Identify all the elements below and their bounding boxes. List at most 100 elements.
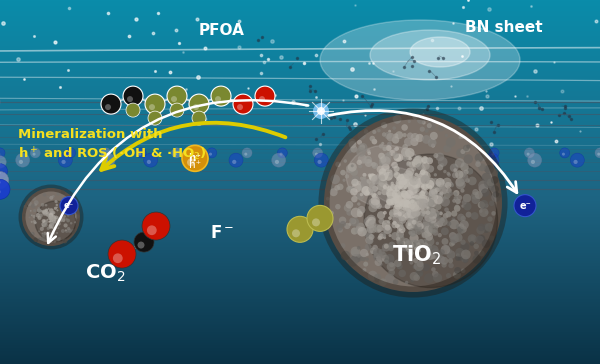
Circle shape xyxy=(403,197,413,206)
Circle shape xyxy=(65,230,68,233)
Circle shape xyxy=(460,134,465,139)
Circle shape xyxy=(483,225,488,230)
Circle shape xyxy=(457,195,462,201)
Circle shape xyxy=(341,251,350,260)
Circle shape xyxy=(422,239,427,244)
Circle shape xyxy=(49,218,52,221)
Circle shape xyxy=(31,203,35,208)
Circle shape xyxy=(41,210,43,213)
Circle shape xyxy=(397,225,403,231)
Circle shape xyxy=(461,250,471,260)
Circle shape xyxy=(410,206,417,212)
Circle shape xyxy=(415,228,422,235)
Circle shape xyxy=(422,196,430,203)
Circle shape xyxy=(393,208,398,213)
Ellipse shape xyxy=(370,30,490,80)
Circle shape xyxy=(384,258,389,263)
Circle shape xyxy=(421,153,424,156)
Circle shape xyxy=(415,173,418,177)
Circle shape xyxy=(408,250,414,256)
Circle shape xyxy=(362,158,367,163)
Circle shape xyxy=(41,233,46,237)
Circle shape xyxy=(34,200,38,205)
Circle shape xyxy=(481,185,488,191)
Circle shape xyxy=(398,180,408,190)
Circle shape xyxy=(449,232,457,240)
Circle shape xyxy=(443,170,446,173)
Circle shape xyxy=(396,195,402,202)
Circle shape xyxy=(382,220,391,229)
Circle shape xyxy=(137,242,145,249)
Circle shape xyxy=(449,234,459,244)
Circle shape xyxy=(442,238,448,245)
Circle shape xyxy=(56,192,60,195)
Circle shape xyxy=(415,155,422,163)
Circle shape xyxy=(431,143,435,148)
Circle shape xyxy=(395,200,402,207)
Circle shape xyxy=(55,200,58,203)
Circle shape xyxy=(414,245,418,249)
Circle shape xyxy=(335,162,341,167)
Circle shape xyxy=(383,183,389,190)
Circle shape xyxy=(383,234,386,237)
Circle shape xyxy=(475,191,482,199)
Circle shape xyxy=(346,145,354,153)
Circle shape xyxy=(404,199,413,209)
Circle shape xyxy=(404,240,414,250)
Circle shape xyxy=(403,160,407,164)
Circle shape xyxy=(493,191,499,197)
Circle shape xyxy=(397,177,400,180)
Circle shape xyxy=(409,261,413,265)
Circle shape xyxy=(368,185,377,193)
Circle shape xyxy=(455,158,464,168)
Circle shape xyxy=(371,162,376,167)
Circle shape xyxy=(54,241,56,244)
Circle shape xyxy=(356,160,362,165)
Circle shape xyxy=(418,239,424,245)
Circle shape xyxy=(42,210,47,214)
Circle shape xyxy=(489,201,494,206)
Circle shape xyxy=(395,131,403,139)
Circle shape xyxy=(474,251,479,256)
Circle shape xyxy=(329,188,338,196)
Circle shape xyxy=(43,210,47,215)
Circle shape xyxy=(403,175,409,182)
Circle shape xyxy=(453,271,461,279)
Circle shape xyxy=(439,249,445,255)
Circle shape xyxy=(58,222,61,226)
Circle shape xyxy=(425,237,434,246)
Circle shape xyxy=(50,217,53,220)
Circle shape xyxy=(275,160,279,164)
Circle shape xyxy=(394,260,401,267)
Circle shape xyxy=(349,218,355,223)
Circle shape xyxy=(145,94,165,114)
Circle shape xyxy=(33,220,36,223)
Circle shape xyxy=(431,248,439,256)
Circle shape xyxy=(415,240,420,245)
Circle shape xyxy=(463,257,469,263)
Circle shape xyxy=(464,146,470,152)
Circle shape xyxy=(452,199,456,203)
Circle shape xyxy=(407,132,413,139)
Circle shape xyxy=(61,206,64,209)
Circle shape xyxy=(386,189,395,197)
Circle shape xyxy=(436,153,444,161)
Circle shape xyxy=(475,162,481,167)
Circle shape xyxy=(428,211,437,220)
Circle shape xyxy=(327,185,334,191)
Text: F$^-$: F$^-$ xyxy=(210,224,234,242)
Circle shape xyxy=(373,224,382,233)
Circle shape xyxy=(62,203,67,207)
Circle shape xyxy=(365,244,371,251)
Circle shape xyxy=(412,158,421,167)
Circle shape xyxy=(487,178,494,186)
Circle shape xyxy=(349,187,356,193)
Circle shape xyxy=(326,197,329,201)
Circle shape xyxy=(415,134,424,142)
Circle shape xyxy=(401,241,406,245)
Circle shape xyxy=(531,160,535,164)
Circle shape xyxy=(346,164,355,173)
Circle shape xyxy=(62,238,67,244)
Circle shape xyxy=(418,198,424,204)
Circle shape xyxy=(394,185,400,191)
